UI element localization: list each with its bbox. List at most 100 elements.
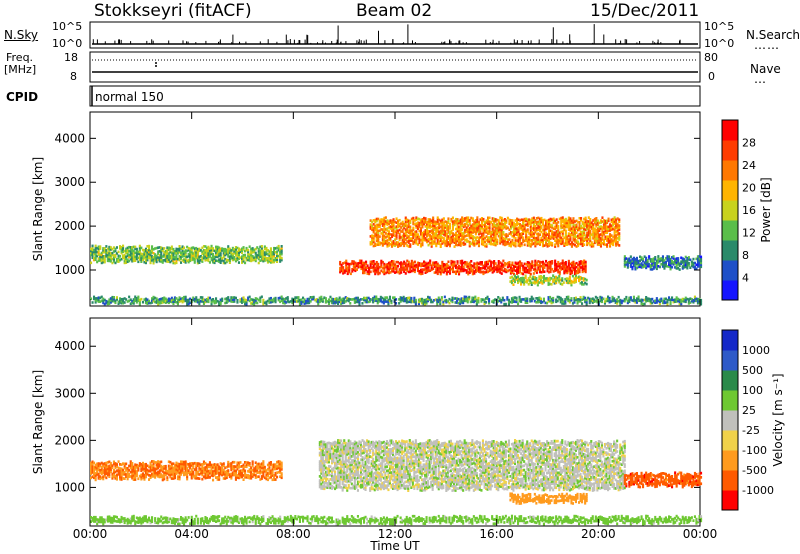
echo-cell: [476, 228, 479, 231]
echo-cell: [477, 228, 480, 232]
echo-cell: [401, 296, 404, 300]
echo-cell: [541, 276, 544, 279]
echo-cell: [241, 251, 244, 255]
echo-cell: [415, 263, 418, 267]
echo-cell: [606, 219, 609, 223]
echo-cell: [456, 262, 459, 265]
echo-cell: [103, 302, 106, 306]
echo-cell: [456, 299, 459, 302]
echo-cell: [548, 261, 551, 264]
echo-cell: [398, 242, 401, 246]
echo-cell: [404, 272, 407, 275]
echo-cell: [456, 239, 459, 243]
echo-cell: [493, 231, 496, 235]
echo-cell: [263, 257, 266, 260]
echo-cell: [176, 298, 179, 302]
echo-cell: [626, 266, 629, 269]
echo-cell: [210, 298, 213, 302]
echo-cell: [157, 298, 160, 302]
echo-cell: [561, 242, 564, 245]
echo-cell: [354, 263, 357, 267]
echo-cell: [476, 240, 479, 243]
echo-cell: [398, 272, 401, 275]
echo-cell: [355, 262, 358, 266]
echo-cell: [112, 258, 115, 261]
echo-cell: [564, 300, 567, 303]
echo-cell: [549, 270, 552, 274]
echo-cell: [215, 251, 218, 255]
echo-cell: [146, 254, 149, 258]
echo-cell: [208, 296, 211, 300]
echo-cell: [109, 299, 112, 302]
echo-cell: [655, 267, 658, 271]
echo-cell: [461, 263, 464, 267]
echo-cell: [532, 275, 535, 279]
echo-cell: [510, 299, 513, 302]
echo-cell: [556, 276, 559, 280]
echo-cell: [202, 302, 205, 305]
echo-cell: [172, 470, 175, 474]
echo-cell: [554, 259, 557, 263]
echo-cell: [154, 473, 157, 477]
echo-cell: [540, 240, 543, 244]
echo-cell: [164, 257, 167, 261]
echo-cell: [555, 230, 558, 233]
echo-cell: [456, 220, 459, 223]
echo-cell: [683, 300, 686, 303]
echo-cell: [123, 259, 126, 263]
echo-cell: [126, 254, 129, 258]
echo-cell: [392, 234, 395, 237]
echo-cell: [427, 230, 430, 233]
echo-cell: [517, 238, 520, 241]
echo-cell: [500, 262, 503, 265]
echo-cell: [683, 264, 686, 267]
echo-cell: [505, 268, 508, 272]
echo-cell: [538, 262, 541, 266]
echo-cell: [511, 219, 514, 222]
echo-cell: [567, 224, 570, 227]
echo-cell: [416, 265, 419, 269]
echo-cell: [222, 261, 225, 265]
echo-cell: [477, 266, 480, 269]
echo-cell: [535, 261, 538, 264]
echo-cell: [554, 221, 557, 225]
echo-cell: [491, 261, 494, 264]
echo-cell: [569, 223, 572, 226]
echo-cell: [253, 250, 256, 254]
echo-cell: [207, 245, 210, 249]
echo-cell: [455, 233, 458, 237]
echo-cell: [608, 298, 611, 302]
echo-cell: [120, 467, 123, 471]
echo-cell: [138, 246, 141, 250]
echo-cell: [479, 270, 482, 274]
echo-cell: [571, 274, 574, 278]
echo-cell: [424, 261, 427, 265]
echo-cell: [616, 217, 619, 220]
echo-cell: [91, 462, 94, 466]
echo-cell: [282, 297, 285, 301]
echo-cell: [696, 299, 699, 303]
echo-cell: [181, 253, 184, 256]
echo-cell: [324, 299, 327, 302]
echo-cell: [351, 262, 354, 265]
echo-cell: [234, 253, 237, 257]
echo-cell: [587, 241, 590, 245]
echo-cell: [668, 298, 671, 301]
echo-cell: [466, 296, 469, 300]
echo-cell: [378, 229, 381, 232]
echo-cell: [108, 245, 111, 249]
echo-cell: [578, 226, 581, 230]
echo-cell: [616, 231, 619, 234]
echo-cell: [140, 477, 143, 481]
echo-cell: [420, 301, 423, 305]
echo-cell: [210, 258, 213, 262]
echo-cell: [511, 261, 514, 265]
echo-cell: [362, 269, 365, 273]
echo-cell: [548, 240, 551, 243]
echo-cell: [618, 220, 621, 223]
echo-cell: [523, 298, 526, 301]
echo-cell: [167, 260, 170, 263]
echo-cell: [689, 258, 692, 262]
echo-cell: [225, 297, 228, 300]
echo-cell: [557, 260, 560, 264]
